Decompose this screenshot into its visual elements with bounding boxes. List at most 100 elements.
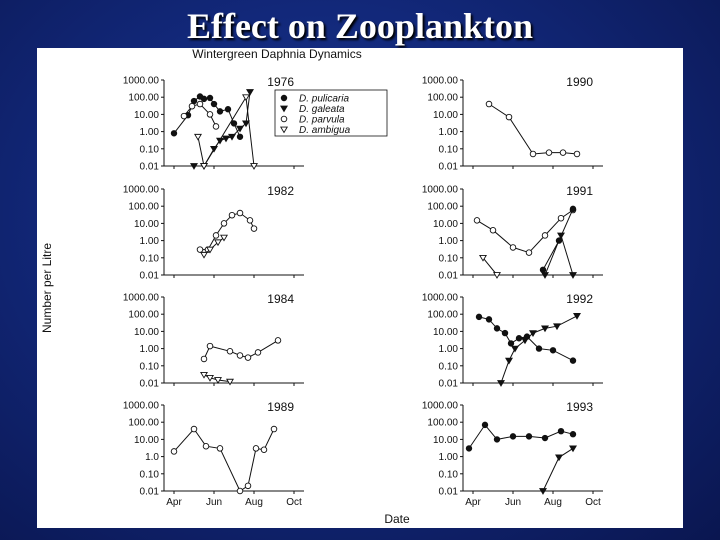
data-point — [509, 433, 517, 440]
data-point — [569, 445, 577, 453]
legend-marker-galeata — [280, 105, 288, 113]
y-tick-label: 100.00 — [427, 418, 458, 429]
data-point — [210, 100, 218, 108]
y-tick-label: 10.00 — [433, 327, 458, 338]
x-tick-label: Jun — [206, 497, 222, 508]
series-pulicaria — [539, 205, 577, 274]
data-point — [250, 163, 258, 170]
data-point — [539, 488, 547, 495]
legend-label-pulicaria: D. pulicaria — [299, 94, 349, 105]
data-point — [206, 94, 214, 102]
y-tick-label: 1000.00 — [123, 401, 160, 412]
x-tick-label: Apr — [166, 497, 182, 508]
series-galeata — [541, 232, 577, 279]
legend-marker-pulicaria — [280, 94, 288, 102]
panel-year-label: 1984 — [267, 292, 294, 306]
data-point — [507, 340, 515, 347]
y-tick-label: 1.00 — [140, 344, 160, 355]
data-point — [206, 342, 214, 350]
panel-1993: 1000.00 100.00 10.00 1.00 0.10 0.01 Apr Jun Aug O… — [422, 400, 603, 508]
y-tick-label: 10.00 — [134, 110, 159, 121]
series-parvula — [180, 100, 220, 130]
data-point — [226, 378, 234, 386]
data-point — [274, 337, 282, 344]
y-tick-label: 1.00 — [439, 452, 459, 463]
panel-1982: 1000.00 100.00 10.00 1.00 0.10 0.01 1982 — [123, 184, 304, 282]
data-point — [236, 487, 244, 495]
series-galeata — [539, 445, 577, 495]
data-point — [220, 234, 228, 242]
data-point — [493, 272, 501, 279]
y-tick-label: 1.00 — [140, 127, 160, 138]
data-point — [545, 149, 553, 156]
panel-1992: 1000.00 100.00 10.00 1.00 0.10 0.01 1992 — [422, 292, 603, 390]
data-point — [196, 100, 204, 108]
y-tick-label: 100.00 — [427, 93, 458, 104]
x-tick-label: Aug — [544, 497, 562, 508]
y-tick-label: 0.10 — [439, 253, 459, 264]
series-pulicaria — [465, 421, 577, 452]
panel-1991: 1000.00 100.00 10.00 1.00 0.10 0.01 1991 — [422, 184, 603, 282]
data-point — [481, 421, 489, 429]
panel-1976: 1000.00 100.00 10.00 1.00 0.10 0.01 1976 — [123, 75, 304, 173]
data-point — [250, 225, 258, 232]
y-tick-label: 100.00 — [128, 202, 159, 213]
data-point — [236, 133, 244, 140]
legend-box — [274, 89, 388, 137]
data-point — [535, 345, 543, 352]
y-tick-label: 10.00 — [433, 435, 458, 446]
data-point — [206, 246, 214, 254]
data-point — [230, 120, 238, 127]
data-point — [188, 102, 196, 110]
x-axis-label: Date — [384, 512, 410, 526]
x-tick-label: Jun — [505, 497, 521, 508]
data-point — [200, 371, 208, 379]
y-tick-label: 1.00 — [140, 236, 160, 247]
data-point — [485, 316, 493, 323]
series-parvula — [170, 425, 278, 495]
data-point — [206, 374, 214, 382]
data-point — [489, 226, 497, 234]
data-point — [212, 123, 220, 130]
data-point — [226, 348, 234, 355]
y-tick-label: 1.00 — [439, 127, 459, 138]
y-tick-label: 0.01 — [439, 271, 459, 282]
y-tick-label: 1.00 — [439, 344, 459, 355]
series-parvula — [473, 206, 577, 256]
series-line — [488, 103, 578, 155]
data-point — [559, 149, 567, 156]
y-tick-label: 1.00 — [439, 236, 459, 247]
data-point — [541, 232, 549, 239]
data-point — [236, 352, 244, 359]
series-line — [468, 424, 574, 449]
series-line — [482, 257, 498, 276]
y-tick-label: 10.00 — [134, 219, 159, 230]
y-tick-label: 0.01 — [140, 487, 160, 498]
series-ambigua — [479, 254, 501, 279]
chart-figure: Wintergreen Daphnia Dynamics Date Number… — [37, 48, 683, 528]
data-point — [228, 133, 236, 141]
data-point — [270, 425, 278, 433]
data-point — [525, 249, 533, 256]
data-point — [529, 150, 537, 158]
data-point — [541, 325, 549, 333]
data-point — [200, 355, 208, 363]
series-parvula — [200, 337, 282, 363]
data-point — [569, 205, 577, 213]
series-ambigua — [194, 94, 258, 170]
series-line — [173, 428, 275, 492]
data-point — [473, 217, 481, 224]
figure-title: Wintergreen Daphnia Dynamics — [192, 48, 361, 61]
series-galeata — [497, 313, 581, 387]
y-tick-label: 1000.00 — [123, 185, 160, 196]
data-point — [200, 95, 208, 103]
data-point — [557, 232, 565, 240]
data-point — [214, 239, 222, 247]
y-tick-label: 1000.00 — [422, 401, 459, 412]
y-tick-label: 1000.00 — [422, 76, 459, 87]
data-point — [200, 251, 208, 259]
y-tick-label: 0.10 — [140, 253, 160, 264]
data-point — [196, 246, 204, 253]
panel-year-label: 1976 — [267, 75, 294, 89]
y-tick-label: 1000.00 — [422, 293, 459, 304]
